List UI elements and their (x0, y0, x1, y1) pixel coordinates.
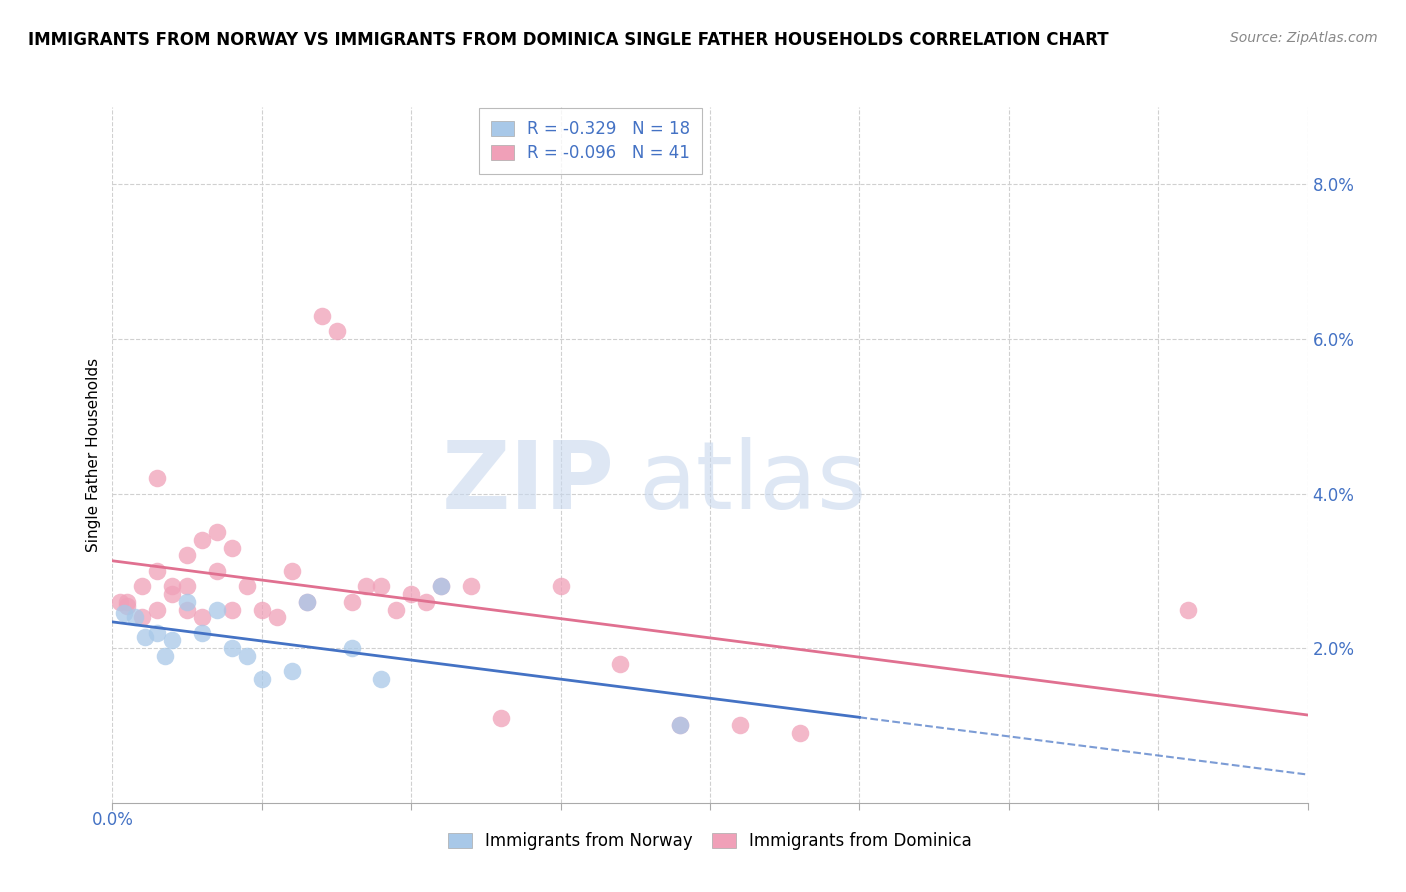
Point (236, 648, 259, 663)
Point (370, 579, 392, 593)
Point (191, 625, 214, 640)
Text: IMMIGRANTS FROM NORWAY VS IMMIGRANTS FROM DOMINICA SINGLE FATHER HOUSEHOLDS CORR: IMMIGRANTS FROM NORWAY VS IMMIGRANTS FRO… (28, 31, 1109, 49)
Point (146, 564, 169, 578)
Point (401, 587, 423, 601)
Point (430, 579, 453, 593)
Point (131, 579, 153, 593)
Point (162, 587, 183, 601)
Point (162, 633, 183, 648)
Point (325, 324, 347, 338)
Point (162, 579, 183, 593)
Point (266, 610, 288, 624)
Point (789, 726, 811, 740)
Legend: Immigrants from Norway, Immigrants from Dominica: Immigrants from Norway, Immigrants from … (441, 826, 979, 857)
Point (131, 610, 153, 624)
Text: 0.0%: 0.0% (91, 811, 134, 830)
Point (221, 641, 243, 656)
Point (340, 641, 363, 656)
Point (134, 630, 156, 644)
Point (153, 648, 176, 663)
Point (415, 595, 437, 609)
Point (205, 564, 228, 578)
Point (176, 549, 198, 563)
Point (669, 718, 692, 732)
Point (295, 595, 318, 609)
Point (340, 595, 363, 609)
Text: ZIP: ZIP (441, 437, 614, 529)
Point (146, 471, 169, 485)
Point (236, 579, 259, 593)
Point (146, 602, 169, 616)
Point (205, 602, 228, 616)
Point (221, 541, 243, 555)
Point (146, 625, 169, 640)
Point (489, 711, 512, 725)
Point (430, 579, 453, 593)
Point (356, 579, 378, 593)
Text: atlas: atlas (638, 437, 866, 529)
Point (114, 607, 135, 621)
Point (176, 602, 198, 616)
Point (250, 672, 273, 686)
Point (221, 602, 243, 616)
Point (108, 595, 131, 609)
Point (295, 595, 318, 609)
Y-axis label: Single Father Households: Single Father Households (86, 358, 101, 552)
Point (117, 599, 139, 613)
Point (609, 657, 631, 671)
Point (385, 602, 408, 616)
Point (191, 610, 214, 624)
Text: Source: ZipAtlas.com: Source: ZipAtlas.com (1230, 31, 1378, 45)
Point (669, 718, 692, 732)
Point (250, 602, 273, 616)
Point (117, 595, 139, 609)
Point (205, 525, 228, 540)
Point (460, 579, 482, 593)
Point (176, 579, 198, 593)
Point (728, 718, 751, 732)
Point (191, 533, 214, 547)
Point (370, 672, 392, 686)
Point (1177, 602, 1199, 616)
Point (124, 610, 146, 624)
Point (176, 595, 198, 609)
Point (281, 665, 304, 679)
Point (550, 579, 572, 593)
Point (281, 564, 304, 578)
Point (311, 309, 333, 323)
